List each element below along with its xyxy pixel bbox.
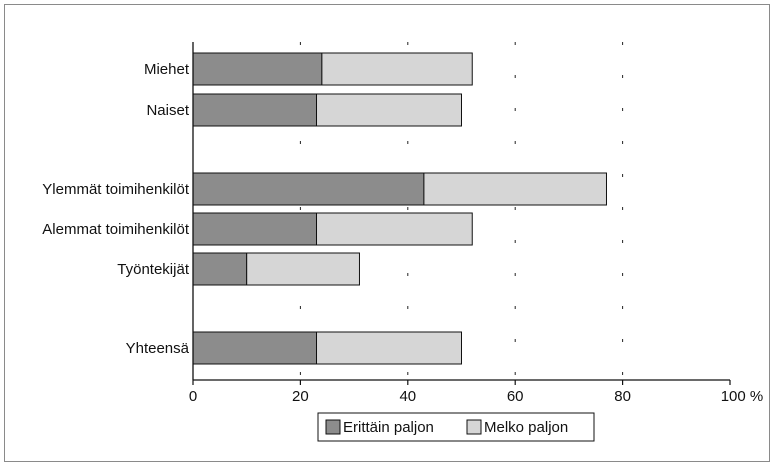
bar-alemmat-toimihenkilot-erittain-paljon xyxy=(192,212,318,246)
bar-naiset-erittain-paljon xyxy=(192,93,318,127)
bar-tyontekijat-melko-paljon xyxy=(246,252,360,286)
bar-ylemmat-toimihenkilot-melko-paljon xyxy=(423,172,607,206)
x-tick-label: 20 xyxy=(292,388,309,405)
x-tick-label: 60 xyxy=(507,388,524,405)
legend-label-melko-paljon: Melko paljon xyxy=(484,419,568,436)
legend-swatch-erittain-paljon xyxy=(325,419,341,435)
x-tick-label: 100 % xyxy=(721,388,764,405)
bars xyxy=(192,52,607,365)
category-label: Yhteensä xyxy=(126,340,190,357)
x-tick-label: 40 xyxy=(399,388,416,405)
category-label: Ylemmät toimihenkilöt xyxy=(42,181,190,198)
bar-miehet-erittain-paljon xyxy=(192,52,323,86)
category-label: Työntekijät xyxy=(117,261,190,278)
bar-miehet-melko-paljon xyxy=(321,52,473,86)
legend: Erittäin paljon Melko paljon xyxy=(317,412,595,442)
legend-swatch-melko-paljon xyxy=(466,419,482,435)
category-label: Alemmat toimihenkilöt xyxy=(42,221,190,238)
category-label: Naiset xyxy=(146,102,189,119)
x-axis-ticks: 0 20 40 60 80 100 % xyxy=(189,380,763,405)
bar-yhteensa-melko-paljon xyxy=(316,331,463,365)
category-label: Miehet xyxy=(144,61,190,78)
bar-tyontekijat-erittain-paljon xyxy=(192,252,248,286)
x-tick-label: 80 xyxy=(614,388,631,405)
legend-box xyxy=(317,412,595,442)
x-tick-label: 0 xyxy=(189,388,197,405)
gridlines xyxy=(299,42,624,380)
legend-label-erittain-paljon: Erittäin paljon xyxy=(343,419,434,436)
bar-naiset-melko-paljon xyxy=(316,93,463,127)
bar-alemmat-toimihenkilot-melko-paljon xyxy=(316,212,473,246)
category-labels: Miehet Naiset Ylemmät toimihenkilöt Alemmat… xyxy=(42,61,190,357)
bar-yhteensa-erittain-paljon xyxy=(192,331,318,365)
bar-ylemmat-toimihenkilot-erittain-paljon xyxy=(192,172,425,206)
